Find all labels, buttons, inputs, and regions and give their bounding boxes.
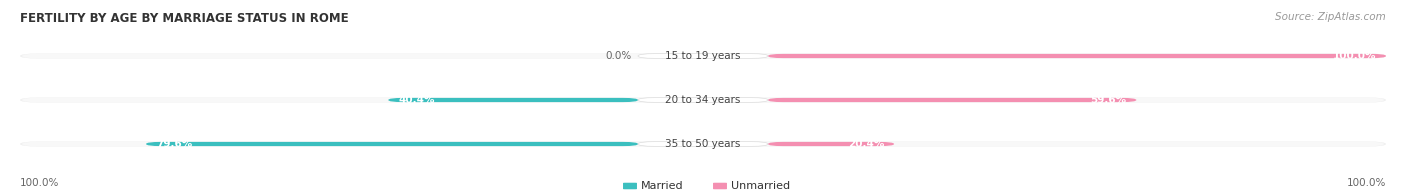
Text: Unmarried: Unmarried xyxy=(731,181,790,191)
Text: 100.0%: 100.0% xyxy=(20,178,59,188)
Text: 20.4%: 20.4% xyxy=(848,139,884,149)
Text: 59.6%: 59.6% xyxy=(1090,95,1126,105)
Text: 100.0%: 100.0% xyxy=(1333,51,1376,61)
Text: FERTILITY BY AGE BY MARRIAGE STATUS IN ROME: FERTILITY BY AGE BY MARRIAGE STATUS IN R… xyxy=(20,12,349,25)
Text: 0.0%: 0.0% xyxy=(606,51,633,61)
Text: 40.4%: 40.4% xyxy=(398,95,434,105)
Text: 79.6%: 79.6% xyxy=(156,139,193,149)
Text: Married: Married xyxy=(641,181,683,191)
Text: 15 to 19 years: 15 to 19 years xyxy=(665,51,741,61)
Text: Source: ZipAtlas.com: Source: ZipAtlas.com xyxy=(1275,12,1386,22)
Text: 35 to 50 years: 35 to 50 years xyxy=(665,139,741,149)
Text: 20 to 34 years: 20 to 34 years xyxy=(665,95,741,105)
Text: 100.0%: 100.0% xyxy=(1347,178,1386,188)
